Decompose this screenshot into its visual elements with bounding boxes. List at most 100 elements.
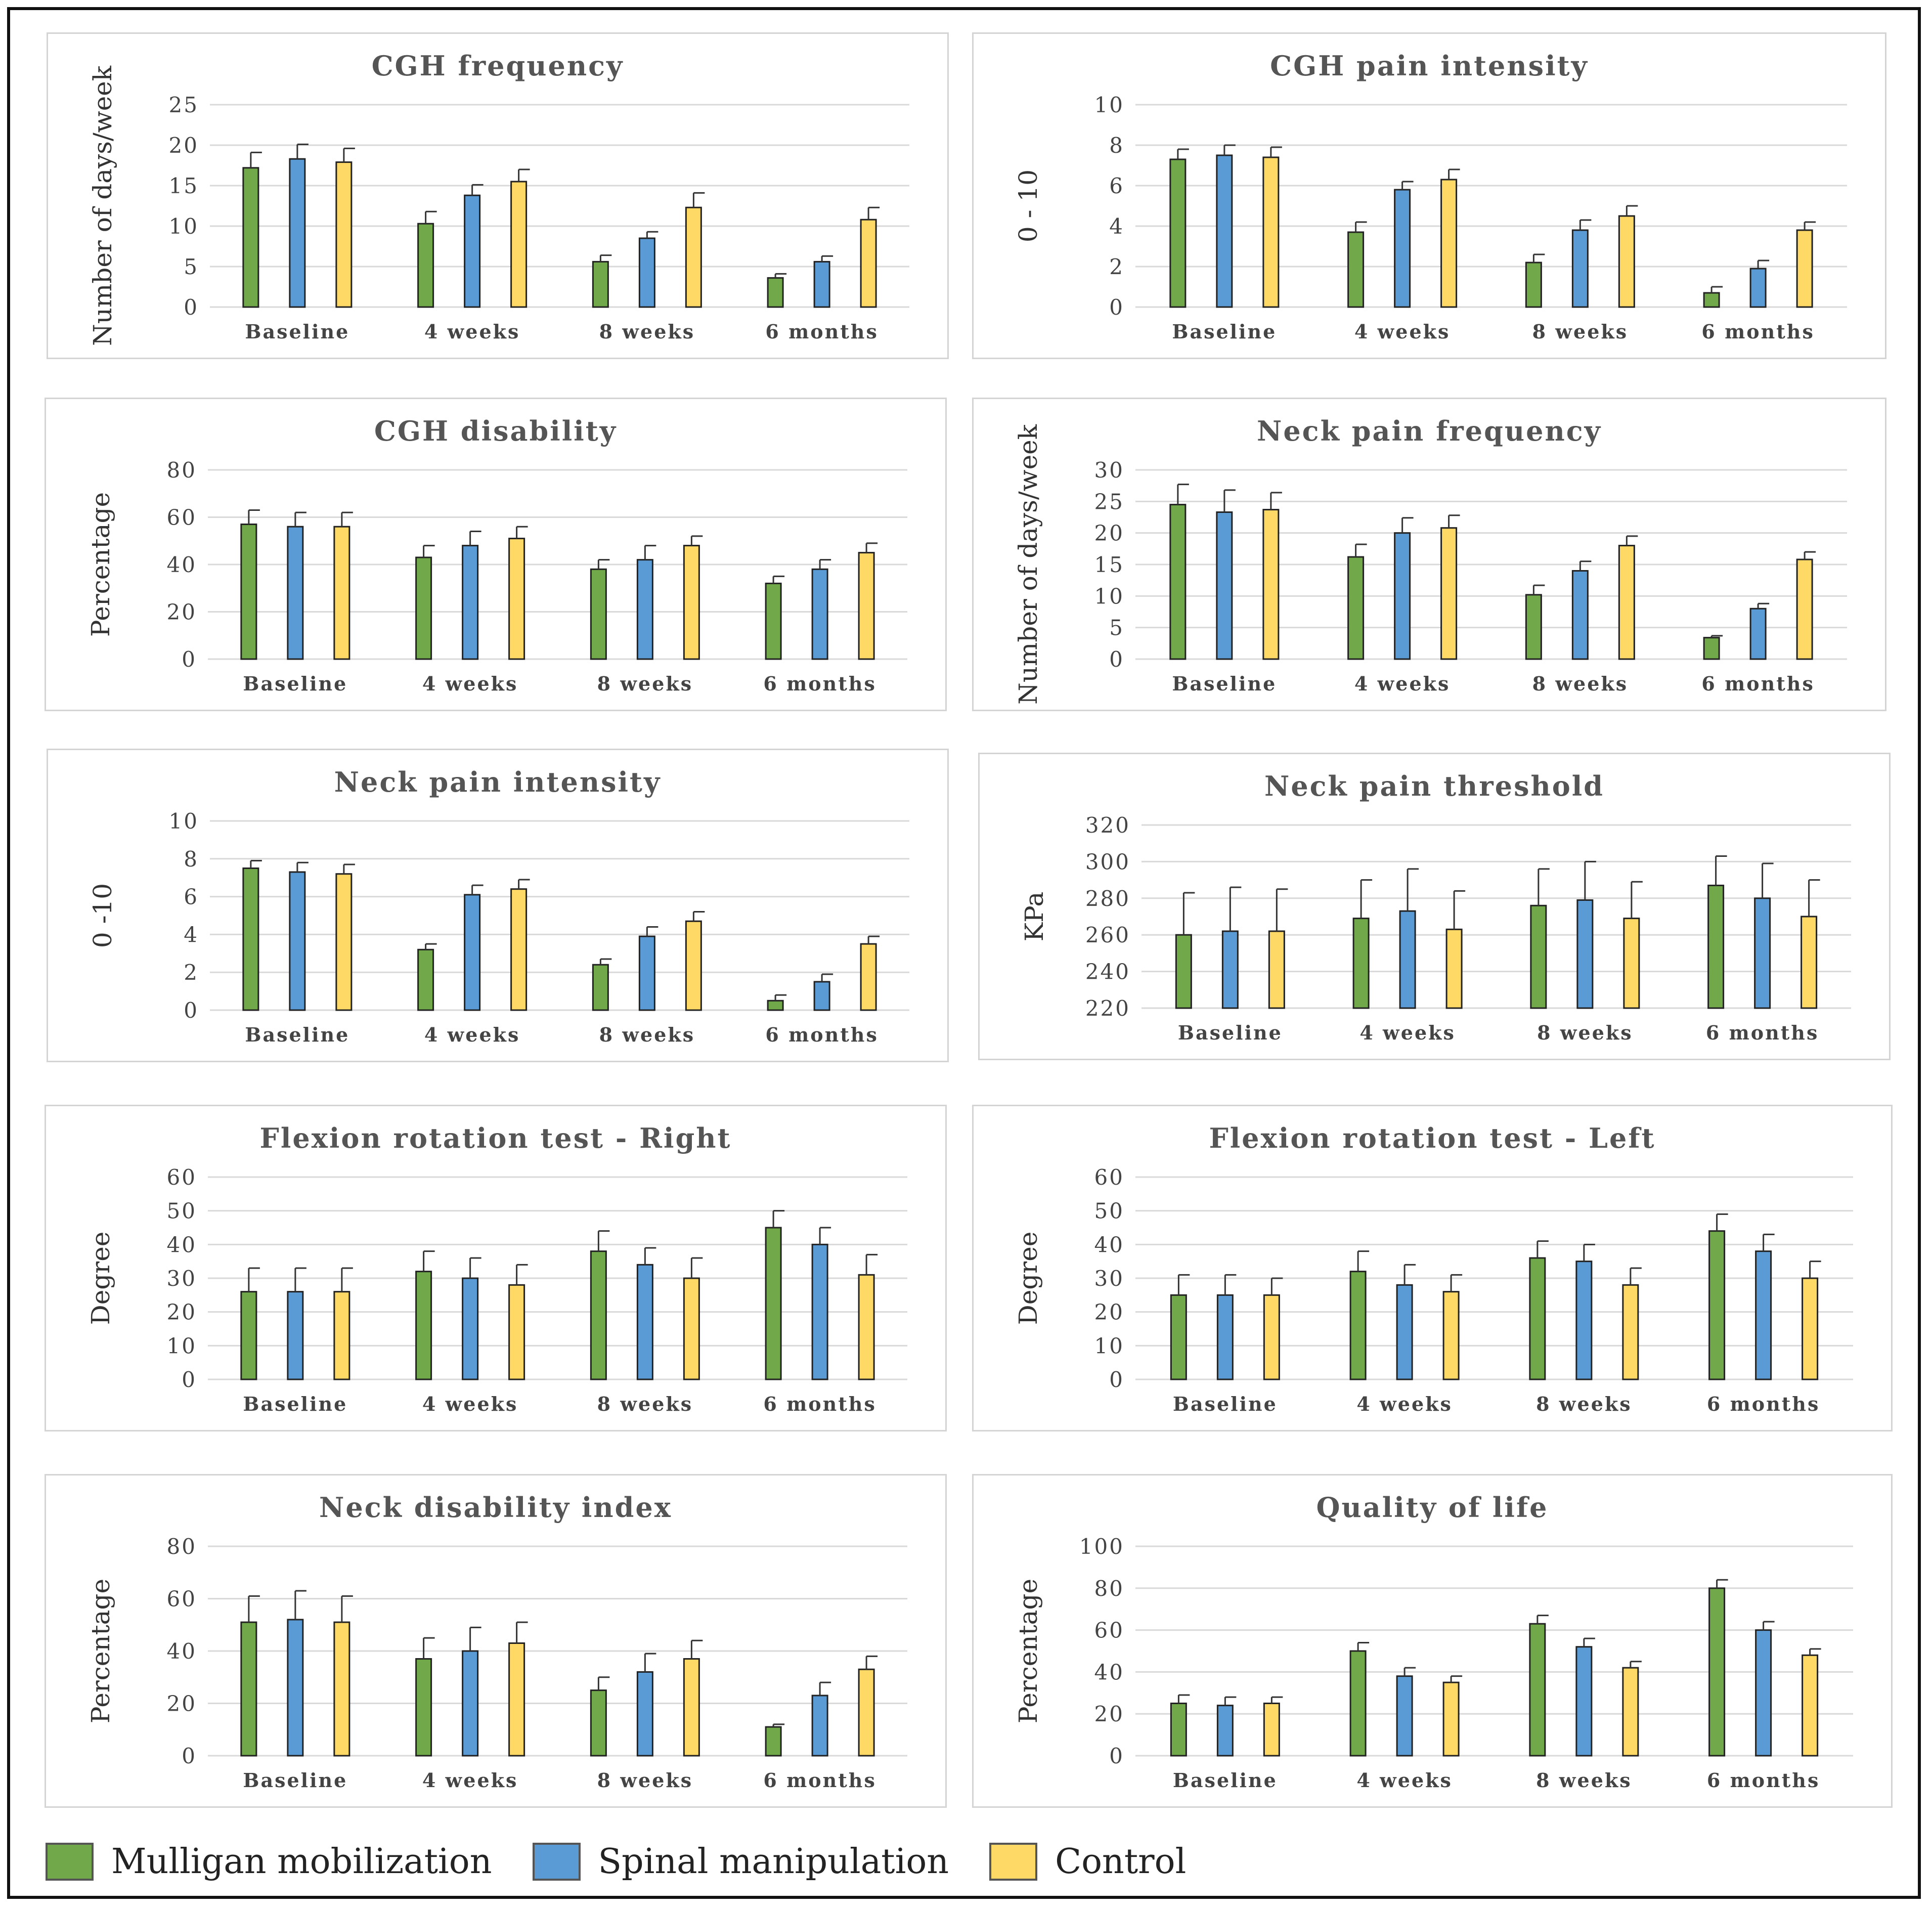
bar-control-baseline: [1263, 1294, 1280, 1380]
y-tick-label: 40: [167, 1232, 197, 1257]
bar-control-4-weeks: [510, 181, 528, 308]
bar-control-6-months: [858, 1274, 875, 1380]
chart-svg: Neck pain frequency 0 5 10 15 20 25 30 Number of…: [1014, 415, 1847, 705]
bar-mulligan-mobilization-8-weeks: [592, 261, 609, 308]
bar-mulligan-mobilization-8-weeks: [592, 964, 609, 1011]
chart-svg: Flexion rotation test - Right 0 10 20 30 40 50…: [86, 1122, 907, 1415]
x-tick-label-4-weeks: 4 weeks: [424, 1023, 520, 1046]
y-tick-label: 30: [167, 1266, 197, 1291]
y-tick-label: 80: [167, 458, 197, 483]
y-axis-label: KPa: [1020, 892, 1049, 942]
y-tick-label: 30: [1094, 458, 1124, 483]
bar-mulligan-mobilization-8-weeks: [1529, 1257, 1546, 1380]
bar-control-6-months: [1796, 229, 1813, 308]
bar-spinal-manipulation-baseline: [287, 1291, 304, 1380]
chart-title: Neck pain threshold: [1264, 770, 1604, 802]
legend-swatch-mulligan: [46, 1842, 94, 1881]
legend-swatch-control: [989, 1842, 1038, 1881]
bar-mulligan-mobilization-8-weeks: [1525, 594, 1542, 660]
y-tick-label: 240: [1085, 960, 1130, 984]
x-tick-label-baseline: Baseline: [1172, 672, 1277, 695]
bar-spinal-manipulation-baseline: [1216, 1294, 1234, 1380]
y-tick-label: 60: [167, 1587, 197, 1612]
bar-spinal-manipulation-4-weeks: [1396, 1284, 1413, 1380]
x-tick-label-6-months: 6 months: [1701, 320, 1814, 343]
bar-mulligan-mobilization-6-months: [1708, 1587, 1726, 1757]
y-tick-label: 10: [1094, 584, 1124, 609]
chart-svg: CGH disability 0 20 40 60 80 Percentage Baselin…: [86, 415, 907, 695]
bar-spinal-manipulation-8-weeks: [636, 1264, 653, 1380]
bar-control-baseline: [335, 161, 353, 308]
bar-control-4-weeks: [1442, 1681, 1460, 1757]
x-tick-label-6-months: 6 months: [763, 672, 876, 695]
bar-control-6-months: [1802, 1654, 1819, 1757]
y-axis-label: Degree: [86, 1232, 115, 1325]
x-tick-label-6-months: 6 months: [765, 1023, 878, 1046]
bar-spinal-manipulation-6-months: [1755, 1629, 1772, 1757]
chart-svg: Quality of life 0 20 40 60 80 100 Percentage Bas…: [1014, 1491, 1853, 1792]
bar-control-8-weeks: [1618, 545, 1635, 660]
x-tick-label-6-months: 6 months: [1707, 1393, 1820, 1415]
chart-panel-neck-pain-frequency: Neck pain frequency 0 5 10 15 20 25 30 Number of…: [972, 398, 1886, 711]
bar-spinal-manipulation-8-weeks: [1575, 1646, 1593, 1757]
y-tick-label: 320: [1085, 813, 1130, 838]
y-tick-label: 20: [1094, 1300, 1124, 1325]
bar-control-4-weeks: [1440, 527, 1458, 660]
y-tick-label: 0: [184, 998, 199, 1023]
y-tick-label: 40: [1094, 1660, 1124, 1684]
bar-control-4-weeks: [508, 538, 525, 660]
chart-panel-neck-pain-intensity: Neck pain intensity 0 2 4 6 8 10 0 -10 Baseline 4…: [47, 749, 949, 1062]
bar-spinal-manipulation-baseline: [287, 1619, 304, 1757]
x-tick-label-baseline: Baseline: [245, 1023, 349, 1046]
bar-spinal-manipulation-6-months: [811, 1695, 828, 1757]
bar-control-baseline: [333, 526, 350, 660]
bar-spinal-manipulation-baseline: [1221, 930, 1239, 1009]
chart-svg: CGH pain intensity 0 2 4 6 8 10 0 - 10 Baseline 4…: [1014, 50, 1847, 343]
y-tick-label: 8: [1109, 133, 1124, 158]
chart-title: Flexion rotation test - Right: [260, 1122, 732, 1154]
y-tick-label: 10: [169, 809, 199, 834]
bar-control-4-weeks: [1445, 928, 1463, 1009]
y-tick-label: 100: [1079, 1534, 1124, 1559]
chart-panel-flexion-rotation-right: Flexion rotation test - Right 0 10 20 30 40 50…: [45, 1105, 947, 1431]
bar-mulligan-mobilization-baseline: [242, 867, 259, 1011]
bar-mulligan-mobilization-6-months: [767, 277, 784, 308]
y-tick-label: 220: [1085, 996, 1130, 1021]
y-tick-label: 60: [1094, 1165, 1124, 1190]
y-tick-label: 6: [184, 885, 199, 909]
x-tick-label-baseline: Baseline: [245, 320, 349, 343]
bar-control-8-weeks: [1618, 215, 1635, 308]
x-tick-label-6-months: 6 months: [763, 1393, 876, 1415]
x-tick-label-8-weeks: 8 weeks: [1536, 1393, 1632, 1415]
bar-mulligan-mobilization-baseline: [1169, 504, 1187, 660]
chart-title: CGH frequency: [372, 50, 624, 82]
bar-mulligan-mobilization-8-weeks: [590, 1250, 607, 1380]
bar-control-baseline: [1262, 156, 1280, 308]
bar-control-6-months: [858, 1668, 875, 1757]
legend-label-control: Control: [1055, 1841, 1187, 1882]
legend-item-control: Control: [989, 1842, 1186, 1882]
chart-panel-cgh-disability: CGH disability 0 20 40 60 80 Percentage Baselin…: [45, 398, 947, 711]
chart-panel-cgh-frequency: CGH frequency 0 5 10 15 20 25 Number of days/we…: [47, 32, 949, 359]
bar-mulligan-mobilization-baseline: [240, 1621, 257, 1757]
x-tick-label-6-months: 6 months: [763, 1769, 876, 1792]
y-tick-label: 0: [1109, 647, 1124, 672]
bar-mulligan-mobilization-baseline: [1170, 1703, 1187, 1757]
y-tick-label: 0: [182, 647, 197, 672]
y-tick-label: 10: [169, 214, 199, 239]
bar-mulligan-mobilization-6-months: [1708, 1230, 1726, 1380]
chart-panel-neck-pain-threshold: Neck pain threshold 220 240 260 280 300 320 KPa…: [978, 753, 1891, 1060]
x-tick-label-8-weeks: 8 weeks: [1532, 320, 1628, 343]
bar-spinal-manipulation-baseline: [289, 871, 306, 1011]
bar-control-6-months: [860, 219, 877, 308]
y-tick-label: 20: [167, 600, 197, 625]
chart-svg: Neck pain threshold 220 240 260 280 300 320 KPa…: [1020, 770, 1851, 1044]
y-tick-label: 4: [184, 922, 199, 947]
bar-mulligan-mobilization-6-months: [1703, 292, 1720, 308]
x-tick-label-baseline: Baseline: [243, 1393, 347, 1415]
bar-mulligan-mobilization-4-weeks: [1347, 556, 1365, 660]
bar-mulligan-mobilization-8-weeks: [1530, 904, 1547, 1009]
bar-control-4-weeks: [510, 888, 528, 1011]
x-tick-label-6-months: 6 months: [1707, 1769, 1820, 1792]
y-axis-label: 0 -10: [88, 883, 117, 948]
